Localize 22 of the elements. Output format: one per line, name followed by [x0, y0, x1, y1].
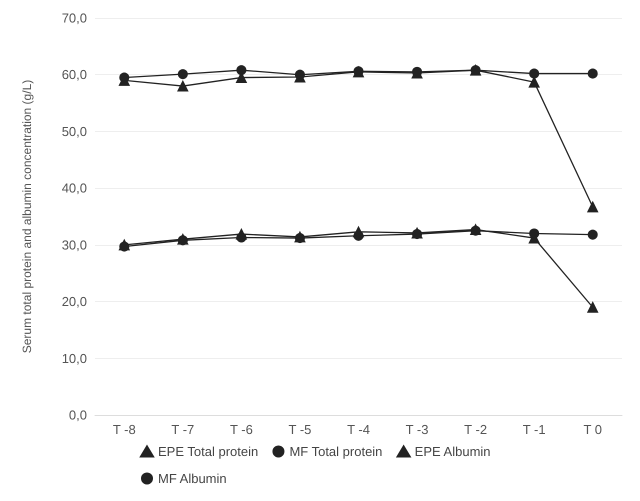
y-tick-label: 0,0 — [68, 408, 87, 422]
y-tick-label: 60,0 — [62, 67, 87, 82]
legend-label: EPE Albumin — [414, 444, 491, 459]
y-tick-label: 70,0 — [62, 10, 87, 26]
x-tick-label: T 0 — [583, 422, 602, 437]
x-tick-label: T -1 — [522, 422, 546, 437]
y-tick-label: 40,0 — [62, 180, 87, 196]
legend-label: MF Albumin — [158, 471, 227, 486]
legend-label: EPE Total protein — [158, 444, 258, 459]
x-tick-label: T -8 — [112, 422, 136, 437]
legend-label: MF Total protein — [289, 444, 382, 459]
y-axis-title: Serum total protein and albumin concentration (g/L) — [20, 80, 34, 354]
x-tick-label: T -7 — [171, 422, 194, 437]
x-tick-label: T -5 — [288, 422, 312, 437]
x-tick-label: T -4 — [347, 422, 370, 437]
x-tick-label: T -6 — [230, 422, 253, 437]
y-tick-label: 50,0 — [62, 124, 87, 139]
x-tick-label: T -2 — [464, 422, 488, 437]
y-tick-label: 10,0 — [62, 350, 87, 366]
y-tick-label: 20,0 — [62, 294, 87, 310]
y-tick-label: 30,0 — [62, 237, 87, 252]
x-tick-label: T -3 — [406, 422, 428, 437]
